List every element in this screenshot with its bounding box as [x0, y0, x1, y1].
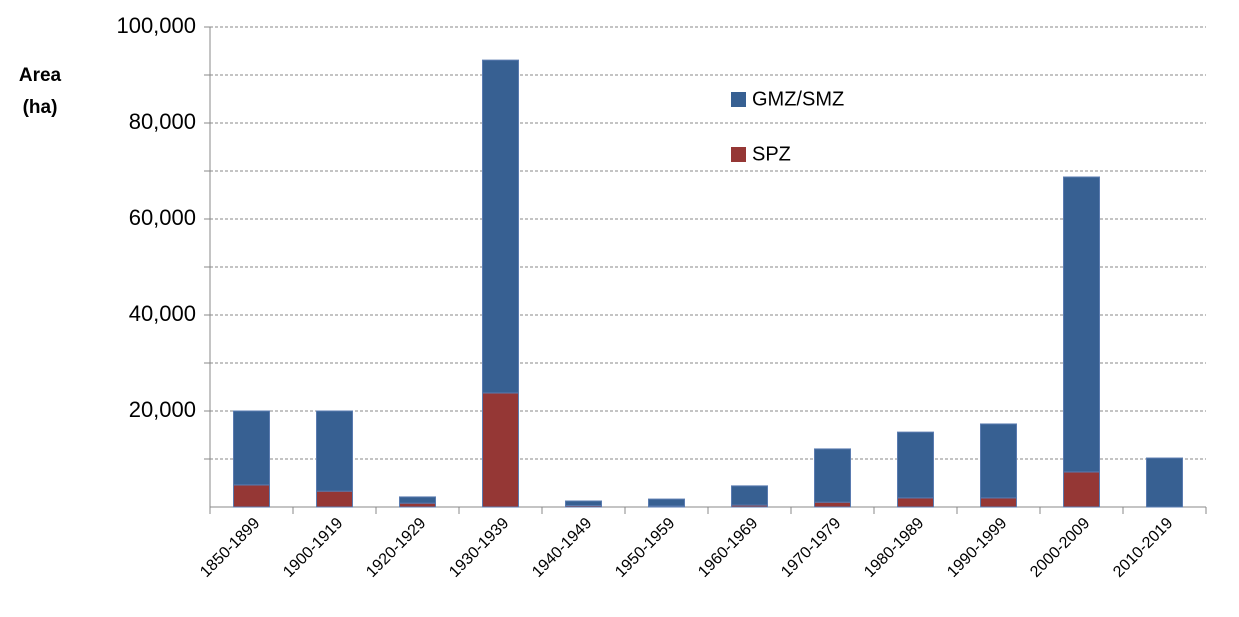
bar-segment: [565, 500, 602, 507]
x-tick-label: 1930-1939: [446, 515, 512, 581]
bar-segment: [482, 392, 519, 508]
bar-segment: [897, 431, 934, 499]
x-tick-label: 1970-1979: [778, 515, 844, 581]
bar-segment: [1063, 471, 1100, 508]
legend-label: GMZ/SMZ: [752, 88, 844, 110]
bar-segment: [316, 490, 353, 508]
y-tick-label: 60,000: [129, 205, 196, 230]
x-tick-label: 1850-1899: [197, 515, 263, 581]
bar-segment: [399, 502, 436, 508]
bar-segment: [482, 59, 519, 394]
x-tick-label: 2000-2009: [1027, 515, 1093, 581]
y-tick-label: 80,000: [129, 109, 196, 134]
x-tick-label: 2010-2019: [1110, 515, 1176, 581]
legend-swatch: [731, 92, 746, 107]
y-tick-label: 100,000: [116, 13, 196, 38]
x-tick-label: 1950-1959: [612, 515, 678, 581]
bar-segment: [897, 497, 934, 508]
bar-segment: [980, 497, 1017, 508]
bar-segment: [814, 501, 851, 508]
bar-segment: [399, 496, 436, 504]
bar-segment: [980, 423, 1017, 499]
bar-segment: [1063, 176, 1100, 473]
x-tick-label: 1980-1989: [861, 515, 927, 581]
y-axis-label: (ha): [23, 97, 58, 118]
bar-segment: [731, 485, 768, 506]
bar-segment: [648, 498, 685, 507]
bar-segment: [233, 484, 270, 508]
bar-segment: [316, 410, 353, 492]
y-axis-label: Area: [19, 65, 62, 86]
x-tick-label: 1960-1969: [695, 515, 761, 581]
bar-segment: [1146, 457, 1183, 508]
x-tick-label: 1940-1949: [529, 515, 595, 581]
y-tick-label: 40,000: [129, 301, 196, 326]
bar-segment: [233, 410, 270, 486]
y-tick-label: 20,000: [129, 397, 196, 422]
x-tick-label: 1900-1919: [280, 515, 346, 581]
legend-label: SPZ: [752, 143, 791, 165]
x-tick-label: 1990-1999: [944, 515, 1010, 581]
x-tick-label: 1920-1929: [363, 515, 429, 581]
bar-segment: [814, 448, 851, 503]
legend-swatch: [731, 147, 746, 162]
